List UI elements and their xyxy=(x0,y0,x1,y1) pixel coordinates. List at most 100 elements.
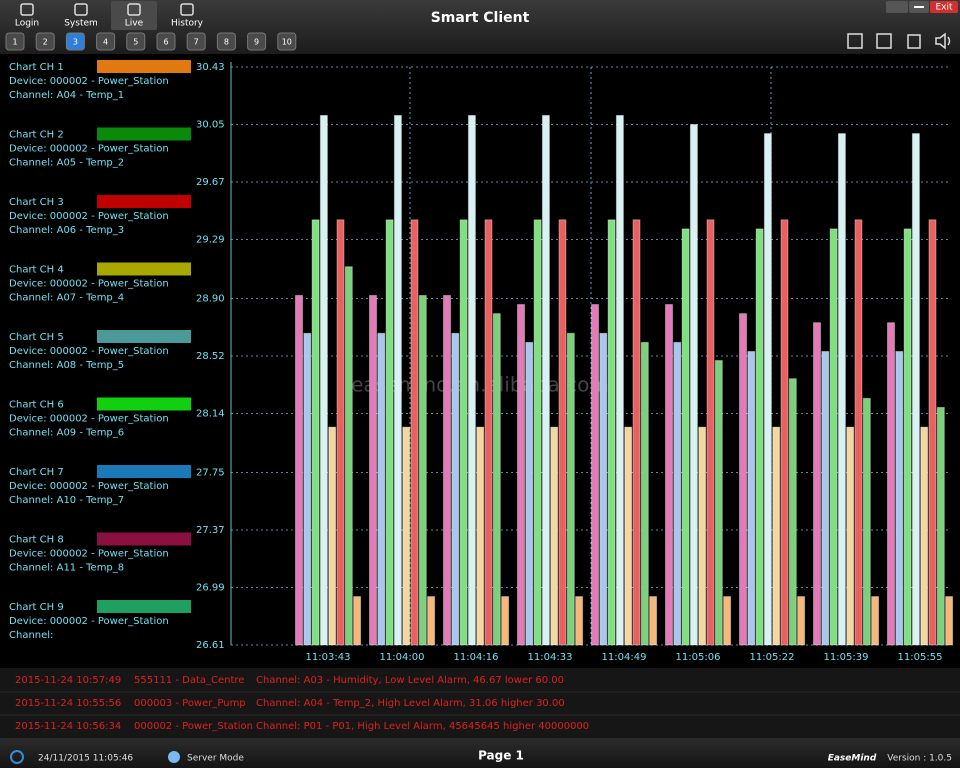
nav-icon[interactable] xyxy=(180,3,194,16)
bar xyxy=(788,378,797,646)
page-button-label[interactable]: 9 xyxy=(254,38,259,47)
app-title: Smart Client xyxy=(431,10,530,26)
page-button[interactable] xyxy=(186,32,206,51)
bar xyxy=(591,304,599,646)
bar xyxy=(928,219,937,646)
bar xyxy=(418,294,427,646)
page-button-label[interactable]: 2 xyxy=(43,38,48,47)
nav-icon[interactable] xyxy=(127,3,141,16)
bar xyxy=(443,294,451,646)
page-button-label[interactable]: 10 xyxy=(282,38,292,47)
x-tick-label: 11:04:49 xyxy=(602,652,647,663)
legend-channel: Channel: A08 - Temp_5 xyxy=(9,360,124,371)
legend-channel: Channel: xyxy=(9,630,53,641)
bar xyxy=(854,219,863,646)
bar xyxy=(517,304,525,646)
legend-device: Device: 000002 - Power_Station xyxy=(9,211,169,222)
legend-device: Device: 000002 - Power_Station xyxy=(9,414,169,425)
edit-icon[interactable] xyxy=(847,33,863,49)
nav-icon[interactable] xyxy=(74,3,88,16)
legend-name: Chart CH 2 xyxy=(9,130,64,141)
page-button[interactable] xyxy=(65,32,85,51)
page-button[interactable] xyxy=(156,32,176,51)
legend-channel: Channel: A11 - Temp_8 xyxy=(9,563,124,574)
volume-icon[interactable] xyxy=(935,32,951,50)
bar xyxy=(459,219,468,646)
legend-name: Chart CH 1 xyxy=(9,62,64,73)
bar xyxy=(665,304,673,646)
page-button[interactable] xyxy=(216,32,236,51)
exit-label: Exit xyxy=(935,3,953,13)
bar xyxy=(723,596,732,646)
alarm-text: 2015-11-24 10:57:49 xyxy=(15,675,121,686)
restore-button[interactable] xyxy=(886,1,908,13)
alarm-text: 2015-11-24 10:55:56 xyxy=(15,698,121,709)
bar xyxy=(501,596,510,646)
page-button[interactable] xyxy=(5,32,25,51)
bar xyxy=(911,133,920,646)
bar xyxy=(427,596,436,646)
y-tick-label: 28.14 xyxy=(196,408,225,419)
bar xyxy=(797,596,806,646)
legend-name: Chart CH 8 xyxy=(9,535,64,546)
bar xyxy=(640,341,649,646)
legend-channel: Channel: A10 - Temp_7 xyxy=(9,495,124,506)
bar xyxy=(484,219,493,646)
legend-device: Device: 000002 - Power_Station xyxy=(9,76,169,87)
bar xyxy=(541,114,550,646)
footer-page: Page 1 xyxy=(478,749,524,763)
footer-datetime: 24/11/2015 11:05:46 xyxy=(38,754,133,764)
bar xyxy=(673,341,682,646)
page-button[interactable] xyxy=(277,32,297,51)
page-button-label[interactable]: 4 xyxy=(103,38,108,47)
legend-swatch xyxy=(97,60,191,73)
legend-channel: Channel: A05 - Temp_2 xyxy=(9,158,124,169)
save-icon[interactable] xyxy=(876,33,892,49)
page-button-label[interactable]: 6 xyxy=(163,38,168,47)
page-button[interactable] xyxy=(126,32,146,51)
bar xyxy=(328,426,337,646)
bar xyxy=(681,228,690,646)
nav-icon[interactable] xyxy=(20,3,34,16)
bar xyxy=(615,114,624,646)
y-tick-label: 26.99 xyxy=(196,583,225,594)
bar xyxy=(607,219,616,646)
page-button[interactable] xyxy=(96,32,116,51)
status-bar xyxy=(0,738,960,768)
legend-channel: Channel: A09 - Temp_6 xyxy=(9,428,124,439)
bar xyxy=(525,341,534,646)
x-tick-label: 11:04:00 xyxy=(380,652,425,663)
legend-device: Device: 000002 - Power_Station xyxy=(9,481,169,492)
nav-label[interactable]: Login xyxy=(15,19,39,29)
page-button-label[interactable]: 7 xyxy=(194,38,199,47)
nav-label[interactable]: System xyxy=(64,19,98,29)
legend-name: Chart CH 7 xyxy=(9,467,64,478)
page-button-label[interactable]: 8 xyxy=(224,38,229,47)
clock-icon xyxy=(10,750,24,764)
page-button-label[interactable]: 1 xyxy=(12,38,17,47)
y-tick-label: 30.43 xyxy=(196,62,225,73)
page-button[interactable] xyxy=(35,32,55,51)
x-tick-label: 11:05:55 xyxy=(898,652,943,663)
nav-label[interactable]: History xyxy=(171,19,204,29)
delete-icon[interactable] xyxy=(907,34,921,49)
exit-button[interactable] xyxy=(930,1,958,13)
bar xyxy=(393,114,402,646)
page-button[interactable] xyxy=(247,32,267,51)
page-button-label[interactable]: 5 xyxy=(133,38,138,47)
bar xyxy=(566,332,575,646)
bar xyxy=(303,332,312,646)
legend-swatch xyxy=(97,532,191,546)
bar xyxy=(344,266,353,646)
legend-device: Device: 000002 - Power_Station xyxy=(9,144,169,155)
toolbar-icons xyxy=(847,32,951,50)
nav-label[interactable]: Live xyxy=(125,19,144,29)
bar xyxy=(369,294,377,646)
bar xyxy=(903,228,912,646)
page-button-label[interactable]: 3 xyxy=(73,38,78,47)
legend-name: Chart CH 5 xyxy=(9,332,64,343)
bar xyxy=(747,350,756,646)
bar xyxy=(558,219,567,646)
bar xyxy=(846,426,855,646)
